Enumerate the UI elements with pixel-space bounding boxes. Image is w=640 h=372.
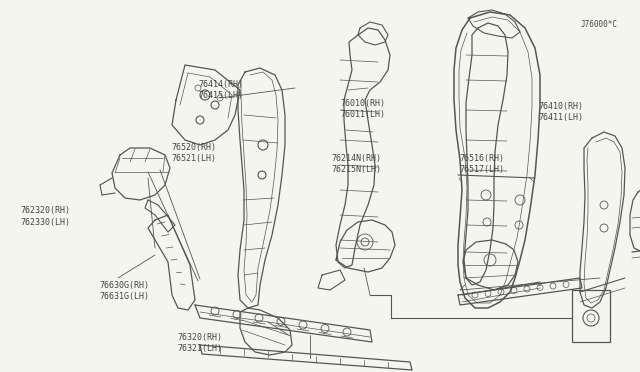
Text: 76320(RH)
76321(LH): 76320(RH) 76321(LH) bbox=[178, 333, 223, 353]
Text: 76214N(RH)
76215N(LH): 76214N(RH) 76215N(LH) bbox=[332, 154, 381, 174]
Text: 762320(RH)
762330(LH): 762320(RH) 762330(LH) bbox=[20, 206, 70, 227]
Text: 76410(RH)
76411(LH): 76410(RH) 76411(LH) bbox=[539, 102, 584, 122]
Bar bbox=[572, 290, 610, 342]
Text: 76010(RH)
76011(LH): 76010(RH) 76011(LH) bbox=[340, 99, 385, 119]
Text: 76520(RH)
76521(LH): 76520(RH) 76521(LH) bbox=[172, 143, 216, 163]
Text: J76000*C: J76000*C bbox=[580, 20, 618, 29]
Text: 76414(RH)
76415(LH): 76414(RH) 76415(LH) bbox=[198, 80, 243, 100]
Text: 76516(RH)
76517(LH): 76516(RH) 76517(LH) bbox=[460, 154, 504, 174]
Text: 76630G(RH)
76631G(LH): 76630G(RH) 76631G(LH) bbox=[99, 281, 149, 301]
